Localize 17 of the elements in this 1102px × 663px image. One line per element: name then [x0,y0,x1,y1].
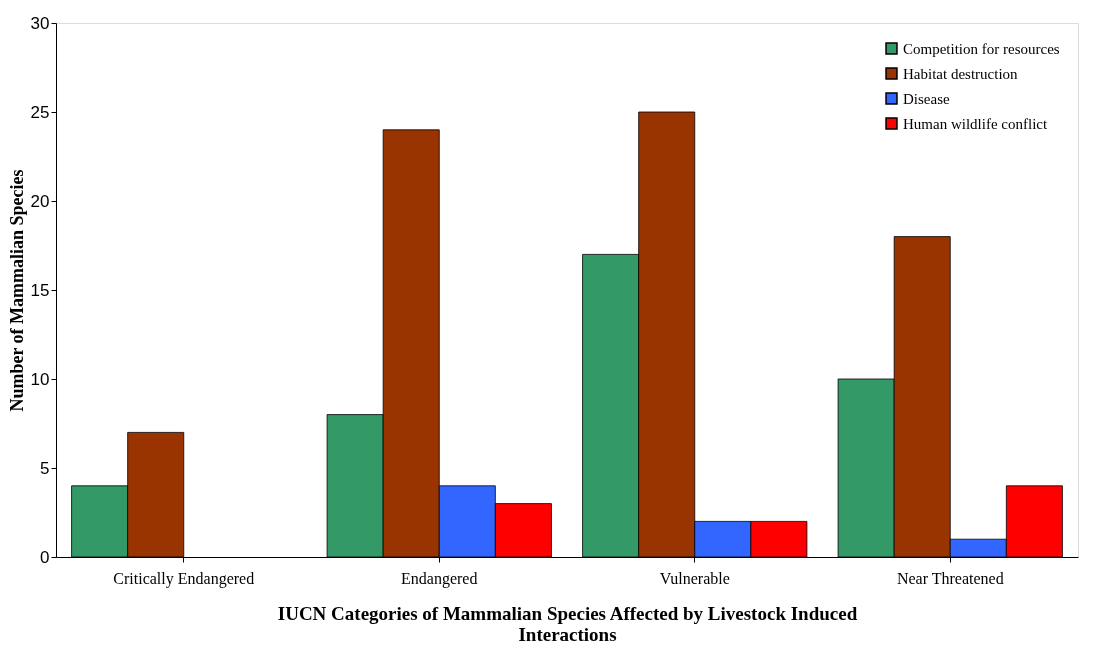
y-tick-label: 5 [40,458,50,478]
y-tick-label: 25 [30,102,50,122]
legend-label: Competition for resources [903,40,1060,57]
x-axis-title: IUCN Categories of Mammalian Species Affected by Livestock Induced Interactions [277,602,858,645]
legend-label: Habitat destruction [903,65,1019,82]
y-tick-label: 10 [30,369,50,389]
y-tick-label: 30 [30,13,50,33]
legend-label: Human wildlife conflict [903,115,1048,132]
x-tick-label: Vulnerable [659,569,730,587]
y-tick-label: 15 [30,280,50,300]
x-tick-label: Critically Endangered [113,569,255,588]
y-tick-label: 20 [30,191,50,211]
y-tick-label: 0 [40,547,50,567]
x-tick-label: Near Threatened [896,569,1004,587]
x-tick-label: Endangered [401,569,478,588]
y-axis-title: Number of Mammalian Species [6,169,27,412]
legend-label: Disease [903,90,950,107]
